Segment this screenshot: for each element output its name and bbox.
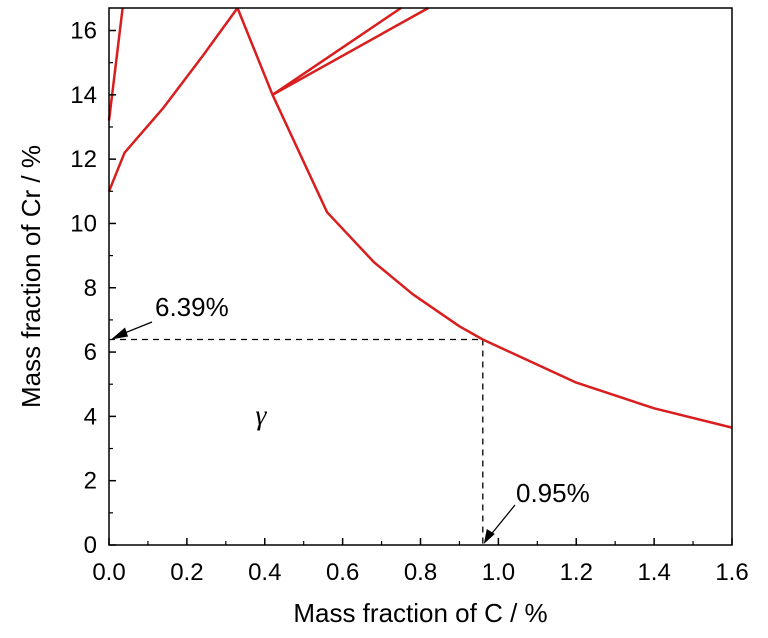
- phase-boundary-line: [107, 7, 239, 192]
- annotation-arrow-line: [489, 504, 516, 537]
- x-tick-label: 0.0: [92, 559, 125, 586]
- y-tick-label: 10: [70, 210, 97, 237]
- y-tick-label: 6: [84, 339, 97, 366]
- phase-boundary-line: [236, 7, 733, 429]
- y-tick-label: 16: [70, 18, 97, 45]
- annotation-label: 0.95%: [516, 478, 590, 508]
- plot-frame: [108, 7, 733, 546]
- x-tick-label: 0.4: [248, 559, 281, 586]
- annotation-arrowhead: [111, 327, 128, 340]
- y-axis-label: Mass fraction of Cr / %: [16, 145, 46, 408]
- y-tick-label: 8: [84, 275, 97, 302]
- gamma-region-label: γ: [255, 400, 267, 431]
- phase-boundary-line: [271, 6, 402, 96]
- y-tick-label: 2: [84, 468, 97, 495]
- x-tick-label: 0.6: [326, 559, 359, 586]
- y-tick-label: 12: [70, 146, 97, 173]
- x-tick-label: 1.0: [482, 559, 515, 586]
- y-tick-label: 0: [84, 532, 97, 559]
- annotation-layer: 6.39% 0.95%: [111, 292, 590, 544]
- ticks-layer: 0.0 0.2 0.4 0.6 0.8 1.0 1.2 1.4 1.6 0 2 4 6 8 10 12 14 16: [70, 18, 748, 586]
- x-tick-label: 1.6: [715, 559, 748, 586]
- x-tick-label: 0.8: [404, 559, 437, 586]
- x-tick-label: 1.2: [560, 559, 593, 586]
- annotation-arrowhead: [483, 529, 495, 544]
- phase-boundary-line: [271, 6, 429, 96]
- y-tick-label: 14: [70, 82, 97, 109]
- x-tick-label: 1.4: [637, 559, 670, 586]
- phase-boundary-line: [107, 7, 124, 121]
- x-tick-label: 0.2: [170, 559, 203, 586]
- y-tick-label: 4: [84, 403, 97, 430]
- x-axis-label: Mass fraction of C / %: [293, 598, 547, 628]
- annotation-label: 6.39%: [155, 292, 229, 322]
- series-layer: [107, 6, 733, 429]
- guide-lines: [109, 338, 484, 545]
